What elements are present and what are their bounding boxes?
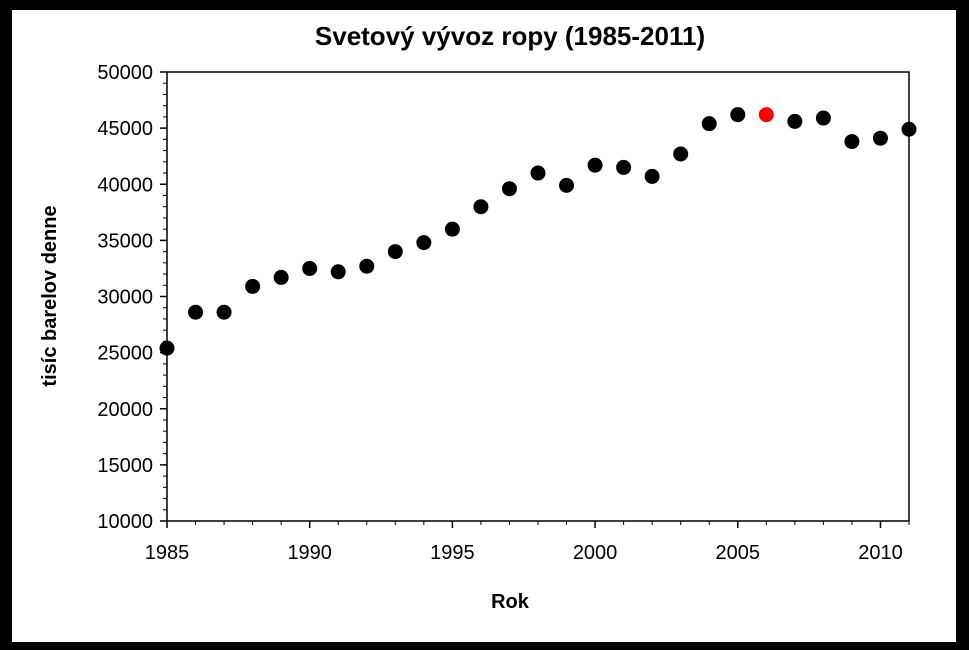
data-point	[616, 159, 632, 175]
y-tick-label: 35000	[97, 230, 153, 252]
data-point	[387, 244, 403, 260]
y-tick-label: 30000	[97, 287, 153, 309]
data-point	[730, 107, 746, 123]
data-point	[444, 221, 460, 237]
data-point	[844, 134, 860, 150]
data-point	[559, 177, 575, 193]
x-tick-label: 2000	[573, 542, 618, 564]
data-point	[787, 113, 803, 129]
data-point	[901, 121, 917, 137]
data-point	[245, 278, 261, 294]
data-point	[216, 304, 232, 320]
axes: 10000 15000 20000 25000 30000 35000 40000 45000…	[97, 62, 910, 564]
data-point-highlight	[758, 107, 774, 123]
data-point	[587, 157, 603, 173]
x-tick-label: 2005	[716, 542, 761, 564]
scatter-chart: Svetový vývoz ropy (1985-2011) Rok tisíc…	[39, 21, 917, 613]
data-point	[330, 264, 346, 280]
y-tick-label: 10000	[97, 511, 153, 533]
data-point	[673, 146, 689, 162]
data-point	[273, 269, 289, 285]
data-point	[701, 116, 717, 132]
y-tick-label: 40000	[97, 174, 153, 196]
x-axis-title: Rok	[491, 591, 530, 613]
data-point	[416, 235, 432, 251]
plot-area-border	[166, 71, 910, 522]
y-tick-label: 15000	[97, 455, 153, 477]
y-tick-label: 20000	[97, 399, 153, 421]
y-tick-label: 25000	[97, 343, 153, 365]
data-point	[359, 258, 375, 274]
x-tick-label: 1985	[145, 542, 190, 564]
chart-title: Svetový vývoz ropy (1985-2011)	[315, 21, 705, 51]
data-point	[473, 199, 489, 215]
y-tick-label: 45000	[97, 118, 153, 140]
data-points	[159, 107, 917, 356]
data-point	[872, 130, 888, 146]
data-point	[501, 181, 517, 197]
data-point	[302, 260, 318, 276]
data-point	[159, 340, 175, 356]
y-tick-label: 50000	[97, 62, 153, 84]
data-point	[530, 165, 546, 181]
x-tick-label: 1990	[287, 542, 332, 564]
y-axis-title: tisíc barelov denne	[39, 205, 61, 386]
x-tick-label: 1995	[430, 542, 475, 564]
x-tick-label: 2010	[858, 542, 903, 564]
data-point	[815, 110, 831, 126]
chart-frame: Svetový vývoz ropy (1985-2011) Rok tisíc…	[12, 10, 956, 642]
data-point	[644, 168, 660, 184]
data-point	[188, 304, 204, 320]
